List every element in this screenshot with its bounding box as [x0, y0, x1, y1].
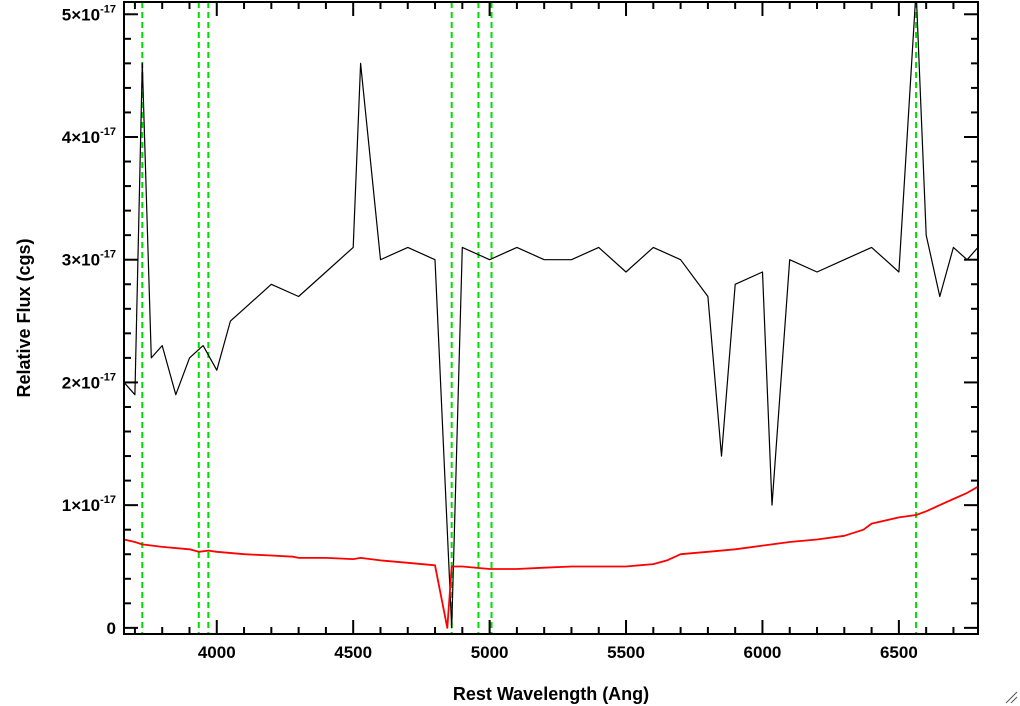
plot-frame [123, 1, 979, 635]
x-tick-label: 6000 [744, 643, 782, 662]
resize-grip-icon[interactable] [1004, 690, 1018, 704]
series-line-0 [124, 2, 978, 629]
y-tick-label: 2×10-17 [62, 371, 116, 392]
x-tick-label: 5000 [471, 643, 509, 662]
x-tick-label: 4000 [198, 643, 236, 662]
series-line-1 [124, 485, 978, 629]
y-tick-label: 5×10-17 [62, 3, 116, 24]
y-axis: 0 1×10-17 2×10-17 3×10-17 4×10-17 5×10-17 [62, 3, 978, 638]
y-tick-label: 0 [107, 619, 116, 638]
x-tick-label: 5500 [607, 643, 645, 662]
x-tick-label: 4500 [334, 643, 372, 662]
x-axis-title: Rest Wavelength (Ang) [453, 684, 649, 704]
series-group [124, 2, 978, 629]
reference-lines [141, 2, 918, 634]
y-tick-label: 3×10-17 [62, 249, 116, 270]
y-tick-label: 4×10-17 [62, 126, 116, 147]
x-axis: 4000 4500 5000 5500 6000 6500 [133, 2, 955, 662]
x-tick-label: 6500 [880, 643, 918, 662]
y-tick-label: 1×10-17 [62, 494, 116, 515]
y-axis-title: Relative Flux (cgs) [14, 238, 34, 397]
